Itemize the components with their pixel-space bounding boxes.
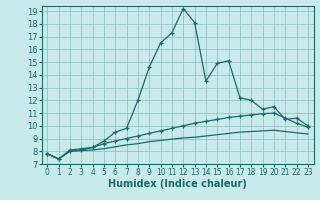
X-axis label: Humidex (Indice chaleur): Humidex (Indice chaleur)	[108, 179, 247, 189]
